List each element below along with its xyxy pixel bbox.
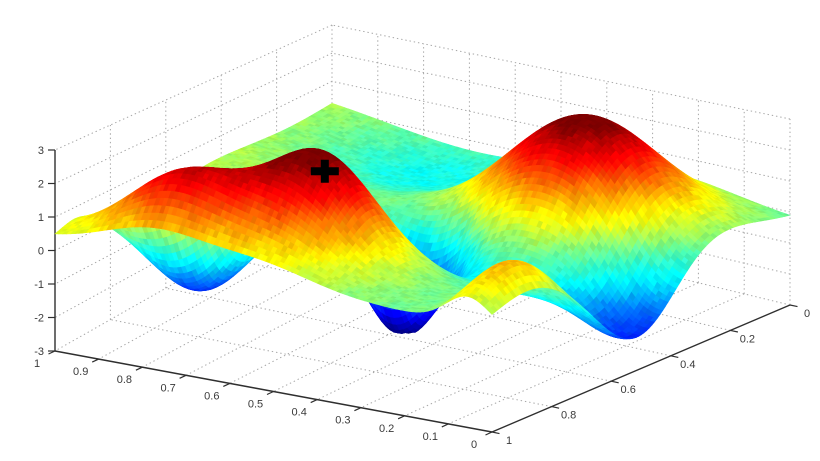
3d-surface-plot-canvas bbox=[0, 0, 820, 461]
surface-plot-figure bbox=[0, 0, 820, 461]
